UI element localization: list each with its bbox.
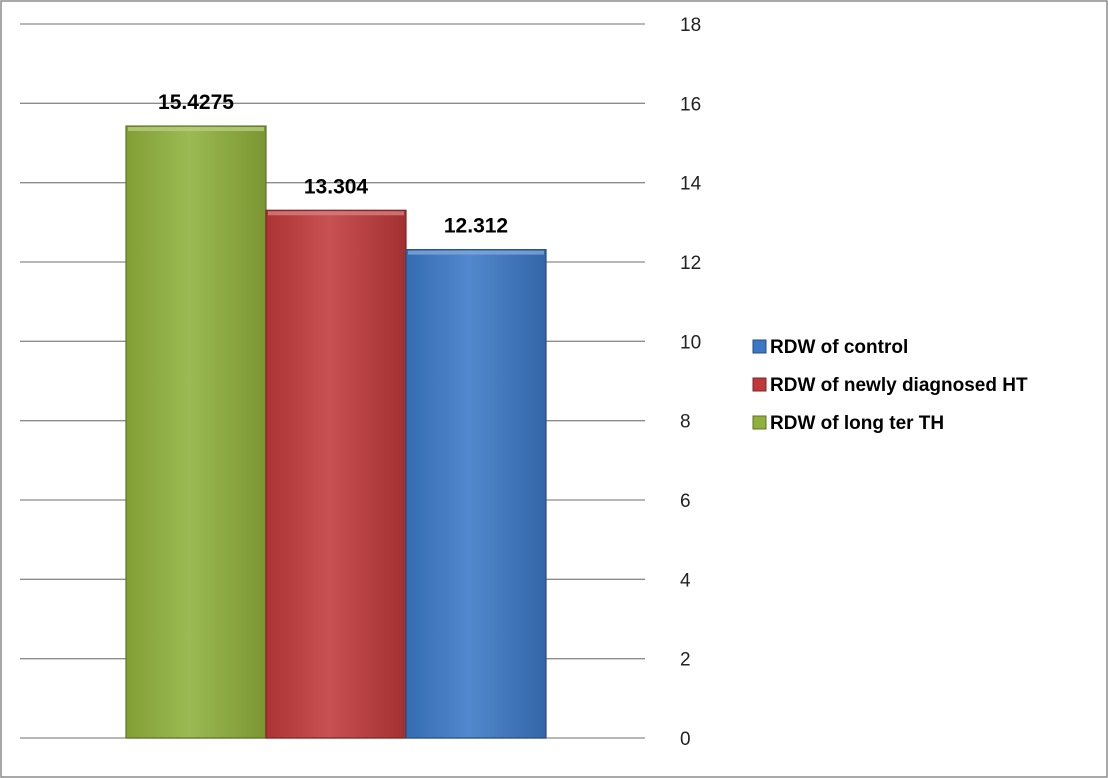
y-tick-label: 18 bbox=[680, 15, 701, 36]
y-tick-label: 10 bbox=[680, 332, 701, 353]
y-tick-label: 16 bbox=[680, 94, 701, 115]
legend-label: RDW of control bbox=[770, 337, 908, 358]
y-tick-label: 0 bbox=[680, 729, 691, 750]
legend-swatch bbox=[752, 415, 767, 430]
data-label: 15.4275 bbox=[158, 91, 234, 114]
y-tick-label: 6 bbox=[680, 491, 691, 512]
bar-0 bbox=[125, 125, 267, 739]
data-label: 12.312 bbox=[444, 215, 508, 238]
y-tick-label: 12 bbox=[680, 253, 701, 274]
bar-top-highlight bbox=[128, 127, 264, 132]
y-tick-label: 14 bbox=[680, 174, 702, 195]
legend-label: RDW of newly diagnosed HT bbox=[770, 375, 1028, 396]
y-tick-label: 8 bbox=[680, 412, 691, 433]
value-labels: 15.4275 13.304 12.312 bbox=[158, 91, 508, 238]
data-label: 13.304 bbox=[304, 175, 369, 198]
legend-label: RDW of long ter TH bbox=[770, 413, 944, 434]
legend: RDW of control RDW of newly diagnosed HT R… bbox=[752, 337, 1028, 434]
legend-swatch bbox=[752, 339, 767, 354]
bar-top-highlight bbox=[408, 250, 544, 255]
y-axis-ticks: 0 2 4 6 8 10 12 14 16 18 bbox=[680, 15, 702, 750]
bar-1 bbox=[265, 209, 407, 739]
bar-group bbox=[125, 125, 547, 739]
bar-2 bbox=[405, 249, 547, 739]
legend-swatch bbox=[752, 377, 767, 392]
y-tick-label: 4 bbox=[680, 570, 691, 591]
y-tick-label: 2 bbox=[680, 650, 691, 671]
bar-top-highlight bbox=[268, 211, 404, 216]
